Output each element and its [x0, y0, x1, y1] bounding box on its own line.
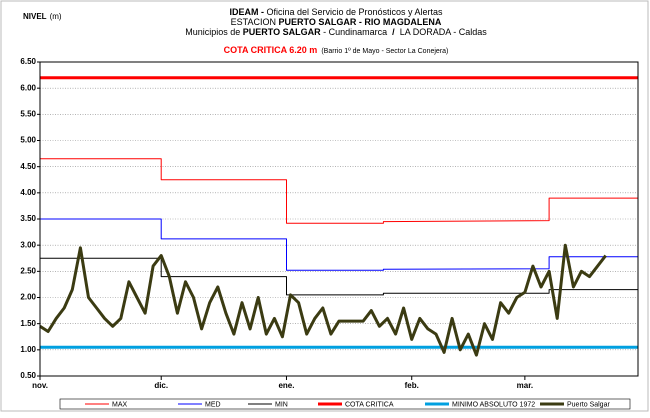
x-tick-label: mar.: [517, 381, 533, 390]
legend-label: MAX: [112, 401, 128, 408]
plot-border: [39, 61, 639, 377]
title-segment: PUERTO SALGAR - RIO MAGDALENA: [279, 17, 442, 27]
y-tick-label: 1.50: [20, 319, 36, 328]
legend-box: [59, 398, 631, 410]
subtitle: COTA CRITICA 6.20 m (Barrio 1º de Mayo - …: [224, 45, 449, 55]
y-tick-label: 6.50: [20, 57, 36, 66]
title-line: Municipios de PUERTO SALGAR - Cundinamar…: [185, 27, 487, 37]
y-label: NIVEL (m): [23, 12, 62, 21]
series-line: [39, 243, 607, 357]
title-segment: LA DORADA - Caldas: [397, 27, 487, 37]
y-tick-label: 5.50: [20, 109, 36, 118]
x-tick-label: nov.: [32, 381, 48, 390]
y-label-name: NIVEL: [23, 12, 47, 21]
series-line: [40, 158, 638, 224]
title-segment: PUERTO SALGAR: [243, 27, 321, 37]
series-line: [40, 257, 638, 296]
title-segment: /: [390, 27, 398, 37]
title-line: ESTACION PUERTO SALGAR - RIO MAGDALENA: [231, 17, 442, 27]
legend-label: MED: [205, 401, 221, 408]
y-tick-label: 2.00: [20, 293, 36, 302]
y-tick-label: 4.50: [20, 162, 36, 171]
legend-label: COTA CRITICA: [345, 401, 394, 408]
title-segment: Oficina del Servicio de Pronósticos y Al…: [266, 7, 443, 17]
y-tick-label: 6.00: [20, 83, 36, 92]
y-tick-label: 3.00: [20, 240, 36, 249]
x-tick-label: feb.: [405, 381, 419, 390]
series-line: [40, 218, 638, 271]
legend-label: MIN: [275, 401, 288, 408]
y-tick-label: 4.00: [20, 188, 36, 197]
subtitle-main: COTA CRITICA 6.20 m: [224, 45, 318, 55]
legend-label: Puerto Salgar: [567, 401, 610, 408]
title-segment: ESTACION: [231, 17, 279, 27]
legend-label: MINIMO ABSOLUTO 1972: [452, 401, 535, 408]
x-tick-label: ene.: [278, 381, 294, 390]
y-tick-label: 1.00: [20, 345, 36, 354]
y-label-unit: (m): [50, 12, 62, 21]
x-tick-label: dic.: [154, 381, 168, 390]
title-segment: Municipios de: [185, 27, 243, 37]
subtitle-note: (Barrio 1º de Mayo - Sector La Conejera): [321, 48, 448, 55]
y-tick-label: 3.50: [20, 214, 36, 223]
title-segment: - Cundinamarca: [321, 27, 390, 37]
y-tick-label: 5.00: [20, 136, 36, 145]
y-tick-label: 2.50: [20, 266, 36, 275]
y-tick-label: 0.50: [20, 371, 36, 380]
title-segment: IDEAM -: [229, 7, 266, 17]
title-line: IDEAM - Oficina del Servicio de Pronósti…: [229, 7, 443, 17]
